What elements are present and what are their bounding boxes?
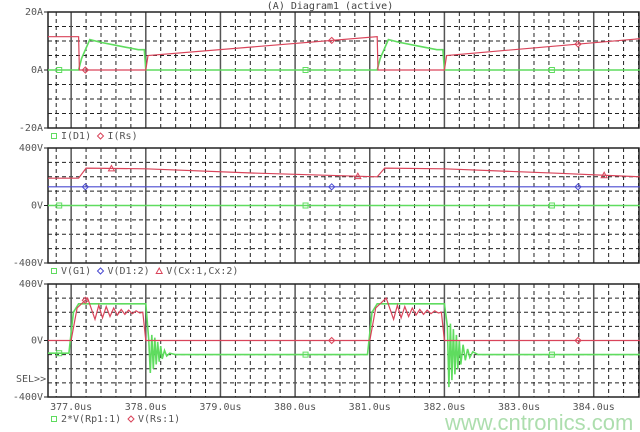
- legend-label: 2*V(Rp1:1): [61, 414, 121, 425]
- square-marker-icon: [56, 67, 63, 73]
- diamond-marker-icon: [96, 132, 105, 140]
- series-line: [48, 167, 640, 179]
- square-marker-icon: [302, 202, 309, 209]
- y-tick-label: -400V: [13, 392, 43, 403]
- y-tick-label: -20A: [19, 123, 43, 134]
- diamond-marker-icon: [327, 183, 336, 191]
- legend-item: V(Cx:1,Cx:2): [155, 266, 238, 277]
- square-marker-icon: [548, 351, 555, 358]
- y-tick-label: 0V: [31, 336, 43, 347]
- x-tick-label: 382.0us: [423, 402, 465, 413]
- diamond-marker-icon: [81, 183, 90, 191]
- filled-diamond-marker-icon: [574, 336, 582, 345]
- y-tick-label: 20A: [25, 7, 43, 18]
- legend-label: I(Rs): [108, 131, 138, 142]
- filled-diamond-marker-icon: [327, 336, 336, 345]
- square-marker-icon: [548, 202, 555, 209]
- triangle-marker-icon: [353, 172, 362, 180]
- watermark: www.cntronics.com: [444, 410, 633, 432]
- y-tick-label: 0A: [31, 65, 43, 76]
- diamond-marker-icon: [81, 66, 90, 74]
- diamond-marker-icon: [574, 183, 582, 191]
- series-v-d1-2-: [48, 183, 640, 191]
- square-marker-icon: [302, 67, 309, 73]
- legend-item: V(G1): [51, 266, 91, 277]
- legend-label: I(D1): [61, 131, 91, 142]
- series-v-g1-: [48, 202, 640, 209]
- square-marker-icon: [51, 133, 57, 139]
- x-tick-label: 379.0us: [199, 402, 241, 413]
- legend-label: V(G1): [61, 266, 91, 277]
- filled-diamond-marker-icon: [81, 296, 90, 304]
- square-marker-icon: [51, 268, 57, 274]
- x-tick-label: 380.0us: [274, 402, 316, 413]
- legend-item: V(Rs:1): [127, 414, 180, 425]
- plot-panel-1: 20A 0A -20A I(D1) I(Rs): [19, 7, 640, 142]
- legend-label: V(Rs:1): [138, 414, 180, 425]
- title-backdrop: [250, 0, 410, 11]
- series-line: [48, 302, 640, 388]
- series-i-d1-: [48, 38, 640, 73]
- diamond-marker-icon: [574, 40, 582, 48]
- square-marker-icon: [548, 67, 555, 73]
- series-line: [48, 38, 640, 71]
- square-marker-icon: [56, 350, 63, 357]
- legend-label: V(D1:2): [108, 266, 150, 277]
- x-tick-label: 384.0us: [573, 402, 615, 413]
- diagram-title: (A) Diagram1 (active): [267, 1, 393, 12]
- triangle-marker-icon: [600, 171, 609, 179]
- series-v-rs-1-: [48, 296, 640, 345]
- x-tick-label: 381.0us: [349, 402, 391, 413]
- plot-panel-2: 400V 0V -400V V(G1) V(D1:2) V(Cx:1,Cx:2): [13, 143, 640, 277]
- y-tick-label: 400V: [19, 279, 43, 290]
- legend-item: 2*V(Rp1:1): [51, 414, 121, 425]
- series-line: [48, 297, 640, 342]
- plot-panel-3: 400V 0V -400V 377.0us 378.0us 379.0us 380.0us 3…: [13, 279, 640, 425]
- square-marker-icon: [302, 351, 309, 358]
- series-v-cx-1-cx-2-: [48, 164, 640, 180]
- x-tick-label: 377.0us: [50, 402, 92, 413]
- legend-item: I(Rs): [96, 131, 138, 142]
- square-marker-icon: [56, 202, 63, 209]
- triangle-marker-icon: [107, 164, 116, 172]
- y-tick-label: -400V: [13, 258, 43, 269]
- series-2-v-rp1-1-: [48, 302, 640, 388]
- series-i-rs-: [48, 36, 640, 74]
- legend-item: I(D1): [51, 131, 91, 142]
- diamond-marker-icon: [327, 36, 336, 45]
- series-line: [48, 36, 640, 71]
- y-tick-label: 0V: [31, 201, 43, 212]
- sel-marker[interactable]: SEL>>: [16, 374, 46, 385]
- diamond-marker-icon: [96, 267, 105, 275]
- x-tick-label: 378.0us: [125, 402, 167, 413]
- legend-label: V(Cx:1,Cx:2): [166, 266, 238, 277]
- triangle-marker-icon: [155, 266, 164, 274]
- square-marker-icon: [51, 416, 57, 422]
- y-tick-label: 400V: [19, 143, 43, 154]
- legend-item: V(D1:2): [96, 266, 150, 277]
- x-tick-label: 383.0us: [498, 402, 540, 413]
- filled-diamond-marker-icon: [127, 415, 135, 423]
